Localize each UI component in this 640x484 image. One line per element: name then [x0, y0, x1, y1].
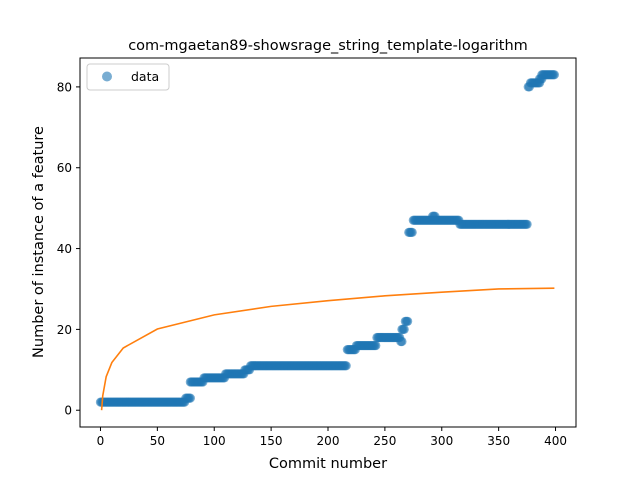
y-tick-label: 80 — [57, 80, 72, 94]
y-tick-label: 60 — [57, 161, 72, 175]
x-axis: 0 50 100 150 200 250 300 350 400 — [97, 427, 567, 448]
x-tick-label: 400 — [544, 434, 567, 448]
legend-label-data: data — [131, 69, 159, 84]
x-tick-label: 200 — [317, 434, 340, 448]
data-point — [522, 219, 532, 229]
scatter-layer — [95, 70, 559, 407]
x-axis-label: Commit number — [269, 456, 387, 472]
legend-marker-data — [102, 71, 112, 82]
data-point — [430, 211, 440, 221]
fit-line-layer — [100, 287, 555, 411]
x-tick-label: 300 — [430, 434, 453, 448]
x-tick-label: 50 — [150, 434, 165, 448]
y-tick-label: 0 — [64, 404, 72, 418]
data-point — [371, 340, 381, 351]
data-point — [403, 316, 413, 326]
data-point — [397, 336, 407, 347]
data-point — [399, 324, 409, 334]
data-point — [341, 361, 351, 371]
legend-box — [86, 63, 170, 91]
data-point — [549, 70, 559, 80]
y-tick-label: 40 — [57, 242, 72, 256]
y-axis-label: Number of instance of a feature — [31, 126, 47, 358]
y-axis: 0 20 40 60 80 — [57, 80, 80, 418]
x-tick-label: 250 — [373, 434, 396, 448]
data-point — [407, 227, 417, 237]
fit-curve — [100, 287, 555, 411]
plot-area — [80, 58, 576, 427]
x-tick-label: 150 — [260, 434, 283, 448]
chart-title: com-mgaetan89-showsrage_string_template-… — [128, 38, 528, 54]
x-tick-label: 100 — [203, 434, 226, 448]
x-tick-label: 350 — [487, 434, 510, 448]
legend: data — [86, 63, 170, 91]
y-tick-label: 20 — [57, 323, 72, 337]
x-tick-label: 0 — [97, 434, 105, 448]
data-point — [185, 393, 195, 403]
